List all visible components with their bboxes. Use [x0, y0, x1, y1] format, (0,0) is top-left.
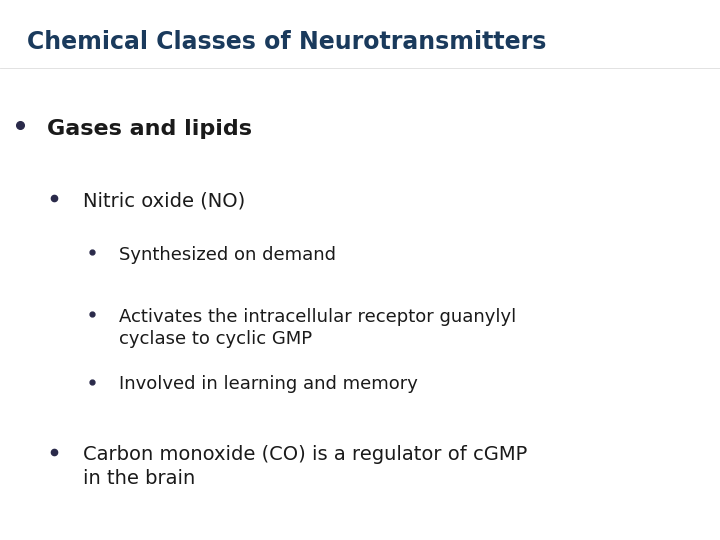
Text: Involved in learning and memory: Involved in learning and memory — [119, 375, 418, 393]
Text: Carbon monoxide (CO) is a regulator of cGMP
in the brain: Carbon monoxide (CO) is a regulator of c… — [83, 446, 527, 488]
Text: Gases and lipids: Gases and lipids — [47, 119, 252, 139]
Text: Nitric oxide (NO): Nitric oxide (NO) — [83, 192, 245, 211]
Text: Chemical Classes of Neurotransmitters: Chemical Classes of Neurotransmitters — [27, 30, 546, 53]
Text: Synthesized on demand: Synthesized on demand — [119, 246, 336, 264]
Text: Activates the intracellular receptor guanylyl
cyclase to cyclic GMP: Activates the intracellular receptor gua… — [119, 308, 516, 348]
